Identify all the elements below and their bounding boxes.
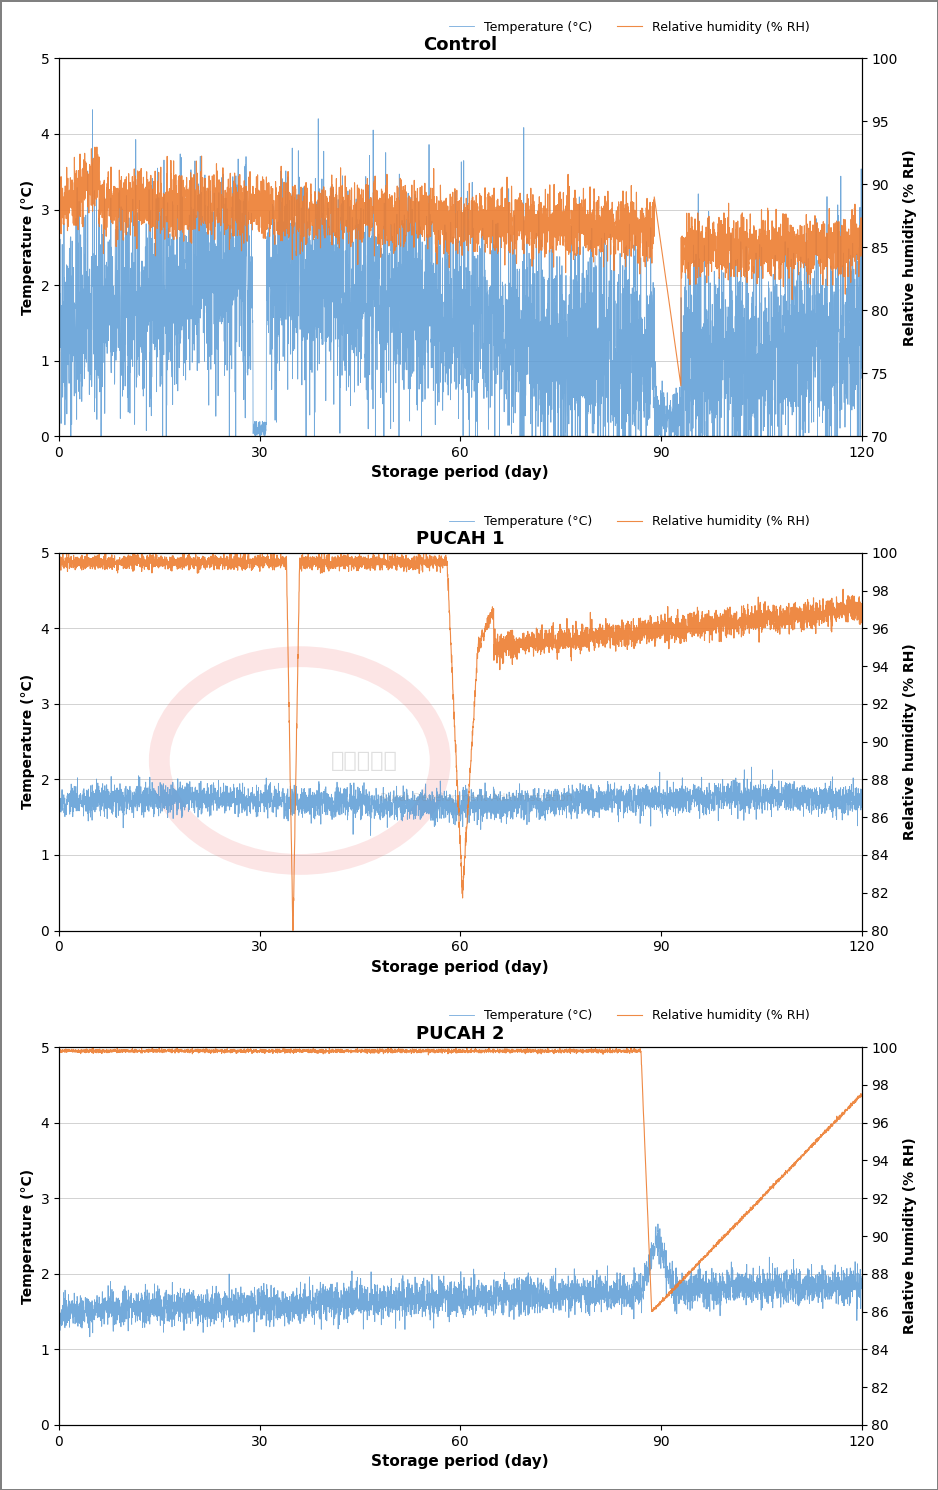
Relative humidity (% RH)	[53, 197, 65, 215]
Relative humidity (% RH)	[576, 627, 587, 645]
Relative humidity (% RH)	[675, 377, 687, 395]
Relative humidity (% RH)	[855, 603, 867, 621]
Temperature (°C)	[53, 288, 65, 305]
Y-axis label: Relative humidity (% RH): Relative humidity (% RH)	[903, 644, 917, 840]
Temperature (°C)	[576, 285, 587, 302]
Line: Relative humidity (% RH): Relative humidity (% RH)	[59, 553, 861, 931]
Temperature (°C)	[66, 428, 77, 446]
Relative humidity (% RH)	[199, 170, 210, 188]
X-axis label: Storage period (day): Storage period (day)	[371, 960, 549, 974]
Y-axis label: Relative humidity (% RH): Relative humidity (% RH)	[903, 1138, 917, 1335]
Temperature (°C)	[714, 268, 725, 286]
Relative humidity (% RH)	[360, 550, 371, 568]
Temperature (°C)	[855, 794, 867, 812]
Temperature (°C)	[713, 797, 724, 815]
Relative humidity (% RH)	[287, 922, 298, 940]
Temperature (°C)	[53, 1293, 65, 1311]
Temperature (°C)	[575, 788, 586, 806]
Text: Rural Development Administration: Rural Development Administration	[380, 793, 573, 803]
Text: 농촌진흥청: 농촌진흥청	[330, 751, 398, 770]
Temperature (°C)	[652, 784, 663, 802]
Temperature (°C)	[365, 827, 376, 845]
Relative humidity (% RH)	[360, 176, 371, 194]
Line: Relative humidity (% RH): Relative humidity (% RH)	[59, 148, 861, 386]
Temperature (°C)	[746, 758, 757, 776]
Legend: Temperature (°C), Relative humidity (% RH): Temperature (°C), Relative humidity (% R…	[444, 510, 815, 533]
Relative humidity (% RH)	[535, 222, 546, 240]
Relative humidity (% RH)	[646, 1302, 658, 1320]
Temperature (°C)	[575, 1292, 586, 1310]
Y-axis label: Relative humidity (% RH): Relative humidity (% RH)	[903, 149, 917, 346]
Temperature (°C)	[652, 1214, 663, 1232]
Relative humidity (% RH)	[621, 1039, 632, 1056]
Relative humidity (% RH)	[199, 1042, 210, 1059]
Temperature (°C)	[535, 428, 546, 446]
Legend: Temperature (°C), Relative humidity (% RH): Temperature (°C), Relative humidity (% R…	[444, 1004, 815, 1027]
Line: Temperature (°C): Temperature (°C)	[59, 1223, 861, 1340]
X-axis label: Storage period (day): Storage period (day)	[371, 465, 549, 480]
Relative humidity (% RH)	[714, 1232, 725, 1250]
Relative humidity (% RH)	[360, 1042, 371, 1059]
Temperature (°C)	[855, 1280, 867, 1298]
Temperature (°C)	[653, 428, 664, 446]
Relative humidity (% RH)	[855, 1086, 867, 1104]
Relative humidity (% RH)	[855, 232, 867, 250]
Relative humidity (% RH)	[199, 553, 210, 571]
Relative humidity (% RH)	[53, 557, 65, 575]
Relative humidity (% RH)	[714, 262, 725, 280]
Relative humidity (% RH)	[575, 1042, 586, 1059]
Relative humidity (% RH)	[53, 1042, 65, 1059]
Temperature (°C)	[53, 1331, 65, 1348]
Line: Temperature (°C): Temperature (°C)	[59, 110, 861, 437]
Line: Temperature (°C): Temperature (°C)	[59, 767, 861, 836]
Legend: Temperature (°C), Relative humidity (% RH): Temperature (°C), Relative humidity (% R…	[444, 15, 815, 39]
Title: PUCAH 1: PUCAH 1	[416, 530, 505, 548]
Temperature (°C)	[360, 799, 371, 817]
Y-axis label: Temperature (°C): Temperature (°C)	[21, 1168, 35, 1304]
Relative humidity (% RH)	[714, 611, 725, 629]
Relative humidity (% RH)	[575, 206, 586, 223]
Relative humidity (% RH)	[61, 544, 72, 562]
Y-axis label: Temperature (°C): Temperature (°C)	[21, 180, 35, 314]
Temperature (°C)	[855, 370, 867, 387]
Temperature (°C)	[200, 297, 211, 314]
Relative humidity (% RH)	[91, 139, 102, 156]
Temperature (°C)	[199, 796, 210, 814]
Temperature (°C)	[653, 1223, 664, 1241]
Relative humidity (% RH)	[652, 215, 663, 232]
Temperature (°C)	[199, 1307, 210, 1325]
Title: PUCAH 2: PUCAH 2	[416, 1025, 505, 1043]
Temperature (°C)	[53, 790, 65, 808]
Relative humidity (% RH)	[653, 1296, 664, 1314]
Y-axis label: Temperature (°C): Temperature (°C)	[21, 673, 35, 809]
X-axis label: Storage period (day): Storage period (day)	[371, 1454, 549, 1469]
Relative humidity (% RH)	[535, 1040, 546, 1058]
Temperature (°C)	[87, 101, 98, 119]
Temperature (°C)	[535, 1290, 546, 1308]
Line: Relative humidity (% RH): Relative humidity (% RH)	[59, 1047, 861, 1311]
Relative humidity (% RH)	[535, 645, 546, 663]
Relative humidity (% RH)	[653, 620, 664, 638]
Temperature (°C)	[535, 799, 546, 817]
Temperature (°C)	[360, 1301, 371, 1319]
Temperature (°C)	[714, 1275, 725, 1293]
Title: Control: Control	[423, 36, 497, 54]
Temperature (°C)	[360, 252, 371, 270]
